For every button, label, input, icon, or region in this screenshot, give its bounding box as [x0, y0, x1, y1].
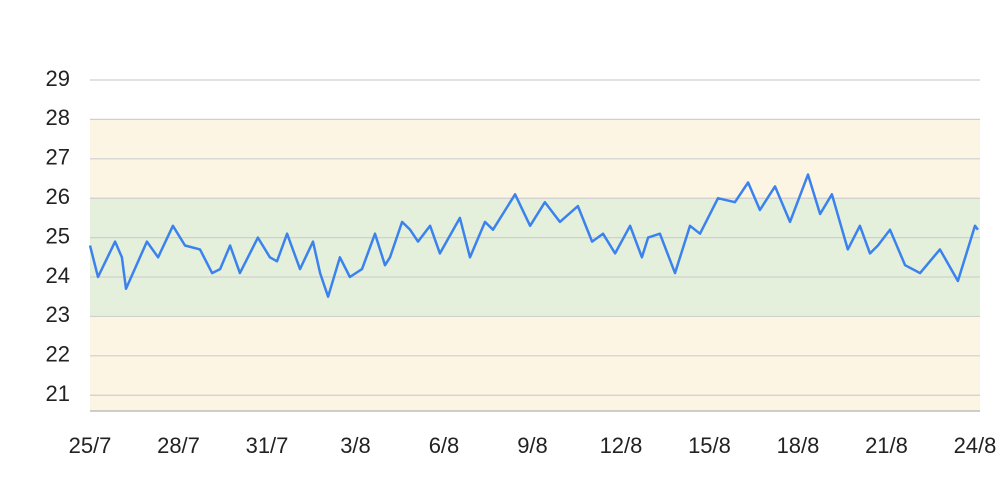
x-tick-label: 28/7 — [157, 433, 200, 458]
x-tick-label: 24/8 — [954, 433, 997, 458]
y-tick-label: 23 — [46, 302, 70, 327]
y-tick-label: 21 — [46, 381, 70, 406]
x-tick-label: 6/8 — [429, 433, 460, 458]
y-tick-label: 25 — [46, 223, 70, 248]
x-tick-label: 31/7 — [246, 433, 289, 458]
x-tick-label: 21/8 — [865, 433, 908, 458]
y-tick-label: 29 — [46, 66, 70, 91]
y-tick-label: 28 — [46, 105, 70, 130]
x-tick-label: 18/8 — [777, 433, 820, 458]
y-tick-label: 26 — [46, 184, 70, 209]
x-tick-label: 25/7 — [69, 433, 112, 458]
y-tick-label: 27 — [46, 145, 70, 170]
x-tick-label: 3/8 — [340, 433, 371, 458]
x-tick-label: 9/8 — [517, 433, 548, 458]
y-tick-label: 22 — [46, 342, 70, 367]
y-tick-label: 24 — [46, 263, 70, 288]
data-line — [88, 173, 979, 298]
x-tick-label: 12/8 — [600, 433, 643, 458]
x-tick-label: 15/8 — [688, 433, 731, 458]
